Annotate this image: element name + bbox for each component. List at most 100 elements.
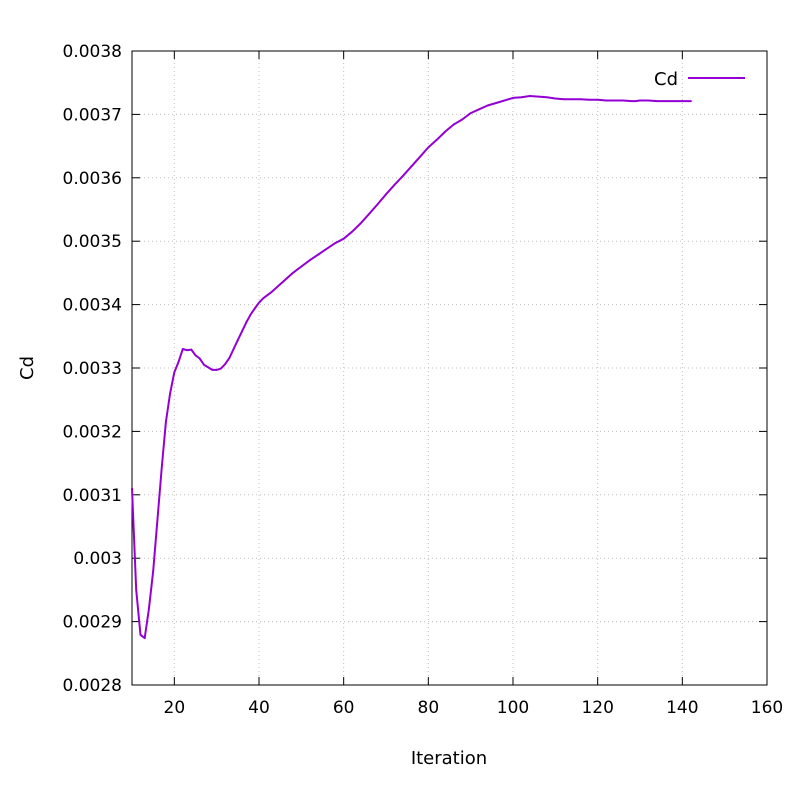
grid-lines bbox=[132, 51, 767, 685]
data-point bbox=[546, 96, 548, 99]
x-tick-label: 40 bbox=[248, 698, 270, 718]
data-point bbox=[537, 95, 540, 98]
data-point bbox=[639, 99, 641, 102]
y-tick-label: 0.0036 bbox=[63, 169, 122, 189]
data-point bbox=[186, 349, 188, 352]
data-point bbox=[203, 363, 205, 366]
data-point bbox=[334, 242, 337, 245]
data-point bbox=[215, 369, 218, 371]
data-point bbox=[156, 519, 159, 522]
y-tick-label: 0.003 bbox=[73, 549, 122, 569]
x-axis-label: Iteration bbox=[411, 748, 487, 769]
data-point bbox=[444, 130, 447, 133]
data-point bbox=[253, 307, 256, 310]
data-point bbox=[562, 98, 565, 101]
data-point bbox=[249, 313, 252, 316]
y-tick-label: 0.0028 bbox=[63, 676, 122, 696]
data-point bbox=[275, 287, 277, 289]
data-point bbox=[135, 589, 138, 591]
data-point bbox=[342, 237, 345, 240]
data-point bbox=[148, 608, 150, 610]
data-point bbox=[262, 297, 265, 300]
cd-series-line bbox=[131, 95, 692, 640]
y-tick-label: 0.0033 bbox=[63, 359, 122, 379]
data-point bbox=[622, 99, 624, 102]
data-point bbox=[228, 357, 231, 359]
data-point bbox=[279, 283, 282, 286]
data-point bbox=[647, 99, 650, 102]
x-tick-labels: 20 40 60 80 100 120 140 160 bbox=[164, 698, 784, 718]
data-point bbox=[452, 123, 455, 126]
data-point bbox=[596, 98, 599, 101]
data-point bbox=[173, 371, 176, 374]
data-point bbox=[143, 637, 146, 639]
x-tick-label: 100 bbox=[497, 698, 529, 718]
data-point bbox=[165, 421, 167, 423]
data-point bbox=[351, 230, 353, 233]
data-point bbox=[317, 253, 320, 256]
data-point bbox=[220, 367, 222, 370]
plot-frame bbox=[131, 50, 768, 686]
x-tick-label: 120 bbox=[581, 698, 613, 718]
data-point bbox=[207, 366, 210, 369]
data-point bbox=[177, 360, 180, 363]
data-point bbox=[236, 339, 239, 341]
data-point bbox=[131, 487, 133, 490]
data-point bbox=[296, 268, 298, 271]
data-point bbox=[689, 100, 692, 102]
y-tick-label: 0.0029 bbox=[63, 613, 122, 633]
data-point bbox=[258, 301, 260, 304]
x-tick-label: 140 bbox=[666, 698, 698, 718]
data-point bbox=[160, 468, 163, 471]
data-point bbox=[198, 357, 201, 360]
axis-ticks bbox=[132, 50, 768, 686]
data-point bbox=[385, 193, 387, 196]
data-point bbox=[419, 156, 421, 158]
data-point bbox=[656, 100, 658, 102]
data-point bbox=[579, 98, 582, 101]
data-point bbox=[605, 99, 607, 102]
data-point bbox=[469, 112, 472, 114]
data-point bbox=[486, 104, 489, 107]
data-point bbox=[194, 354, 197, 357]
data-point bbox=[283, 279, 286, 282]
data-point bbox=[300, 265, 303, 268]
data-point bbox=[588, 98, 591, 101]
data-point bbox=[376, 203, 379, 206]
data-point bbox=[211, 369, 214, 371]
data-point bbox=[630, 100, 633, 102]
y-axis-label: Cd bbox=[17, 356, 38, 380]
x-tick-label: 160 bbox=[751, 698, 783, 718]
data-point bbox=[613, 99, 616, 102]
data-point bbox=[270, 291, 273, 293]
data-point bbox=[241, 330, 244, 333]
y-tick-label: 0.0034 bbox=[63, 296, 122, 316]
data-point bbox=[410, 165, 413, 168]
data-point bbox=[292, 272, 294, 274]
data-point bbox=[402, 175, 404, 177]
data-point bbox=[169, 392, 172, 395]
data-point bbox=[673, 100, 675, 102]
x-tick-label: 80 bbox=[418, 698, 440, 718]
data-point bbox=[245, 321, 248, 324]
data-point bbox=[571, 98, 574, 101]
y-tick-label: 0.0038 bbox=[63, 42, 122, 62]
y-tick-label: 0.0037 bbox=[63, 105, 122, 125]
data-point bbox=[664, 100, 667, 102]
data-point bbox=[634, 100, 637, 102]
data-point bbox=[308, 259, 311, 262]
data-point bbox=[232, 348, 235, 350]
data-point bbox=[435, 138, 438, 141]
data-point bbox=[139, 634, 142, 636]
data-point bbox=[266, 294, 269, 296]
y-tick-label: 0.0031 bbox=[63, 486, 122, 506]
data-point bbox=[520, 96, 523, 99]
data-point bbox=[681, 100, 684, 102]
data-point bbox=[503, 99, 506, 102]
y-tick-labels: 0.0028 0.0029 0.003 0.0031 0.0032 0.0033 0.003… bbox=[63, 42, 122, 696]
y-tick-label: 0.0035 bbox=[63, 232, 122, 252]
data-point bbox=[325, 247, 328, 250]
data-point bbox=[478, 108, 480, 111]
data-point bbox=[287, 275, 290, 278]
